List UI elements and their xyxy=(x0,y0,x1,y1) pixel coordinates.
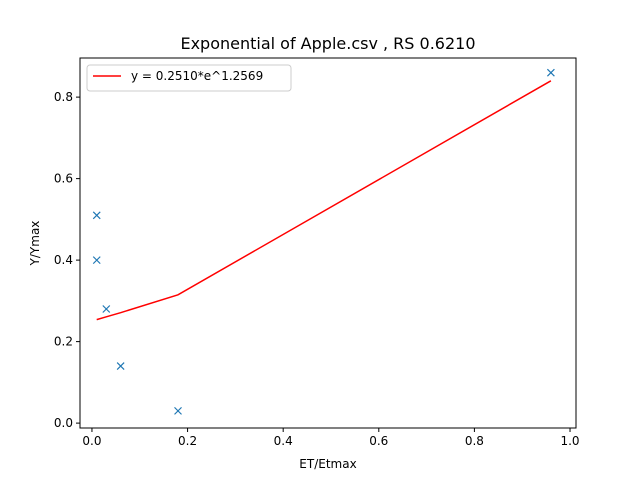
legend-box xyxy=(86,64,292,92)
legend: y = 0.2510*e^1.2569 xyxy=(86,64,292,92)
x-axis-ticks: 0.0 0.2 0.4 0.6 0.8 1.0 xyxy=(82,428,580,448)
x-axis-label: ET/Etmax xyxy=(299,457,356,471)
y-tick-label: 0.8 xyxy=(54,90,73,104)
data-point xyxy=(92,256,101,265)
x-tick-label: 0.4 xyxy=(274,434,293,448)
x-tick-label: 1.0 xyxy=(560,434,579,448)
scatter-series xyxy=(92,68,555,415)
legend-label: y = 0.2510*e^1.2569 xyxy=(131,69,263,83)
y-tick-label: 0.0 xyxy=(54,416,73,430)
data-point xyxy=(174,406,182,415)
x-tick-label: 0.0 xyxy=(82,434,101,448)
data-point xyxy=(116,362,125,370)
x-tick-label: 0.6 xyxy=(369,434,388,448)
y-axis-ticks: 0.0 0.2 0.4 0.6 0.8 xyxy=(54,90,80,430)
data-point xyxy=(546,68,555,77)
data-point xyxy=(92,211,101,220)
y-axis-label: Y/Ymax xyxy=(28,221,42,267)
y-tick-label: 0.2 xyxy=(54,335,73,349)
y-tick-label: 0.4 xyxy=(54,253,73,267)
fit-line-series xyxy=(96,80,552,321)
x-tick-label: 0.2 xyxy=(178,434,197,448)
y-tick-label: 0.6 xyxy=(54,172,73,186)
chart-title: Exponential of Apple.csv , RS 0.6210 xyxy=(180,34,475,53)
plot-area xyxy=(80,58,576,428)
data-point xyxy=(102,305,111,313)
plot-frame xyxy=(79,57,577,429)
fit-line xyxy=(96,80,552,321)
x-tick-label: 0.8 xyxy=(465,434,484,448)
